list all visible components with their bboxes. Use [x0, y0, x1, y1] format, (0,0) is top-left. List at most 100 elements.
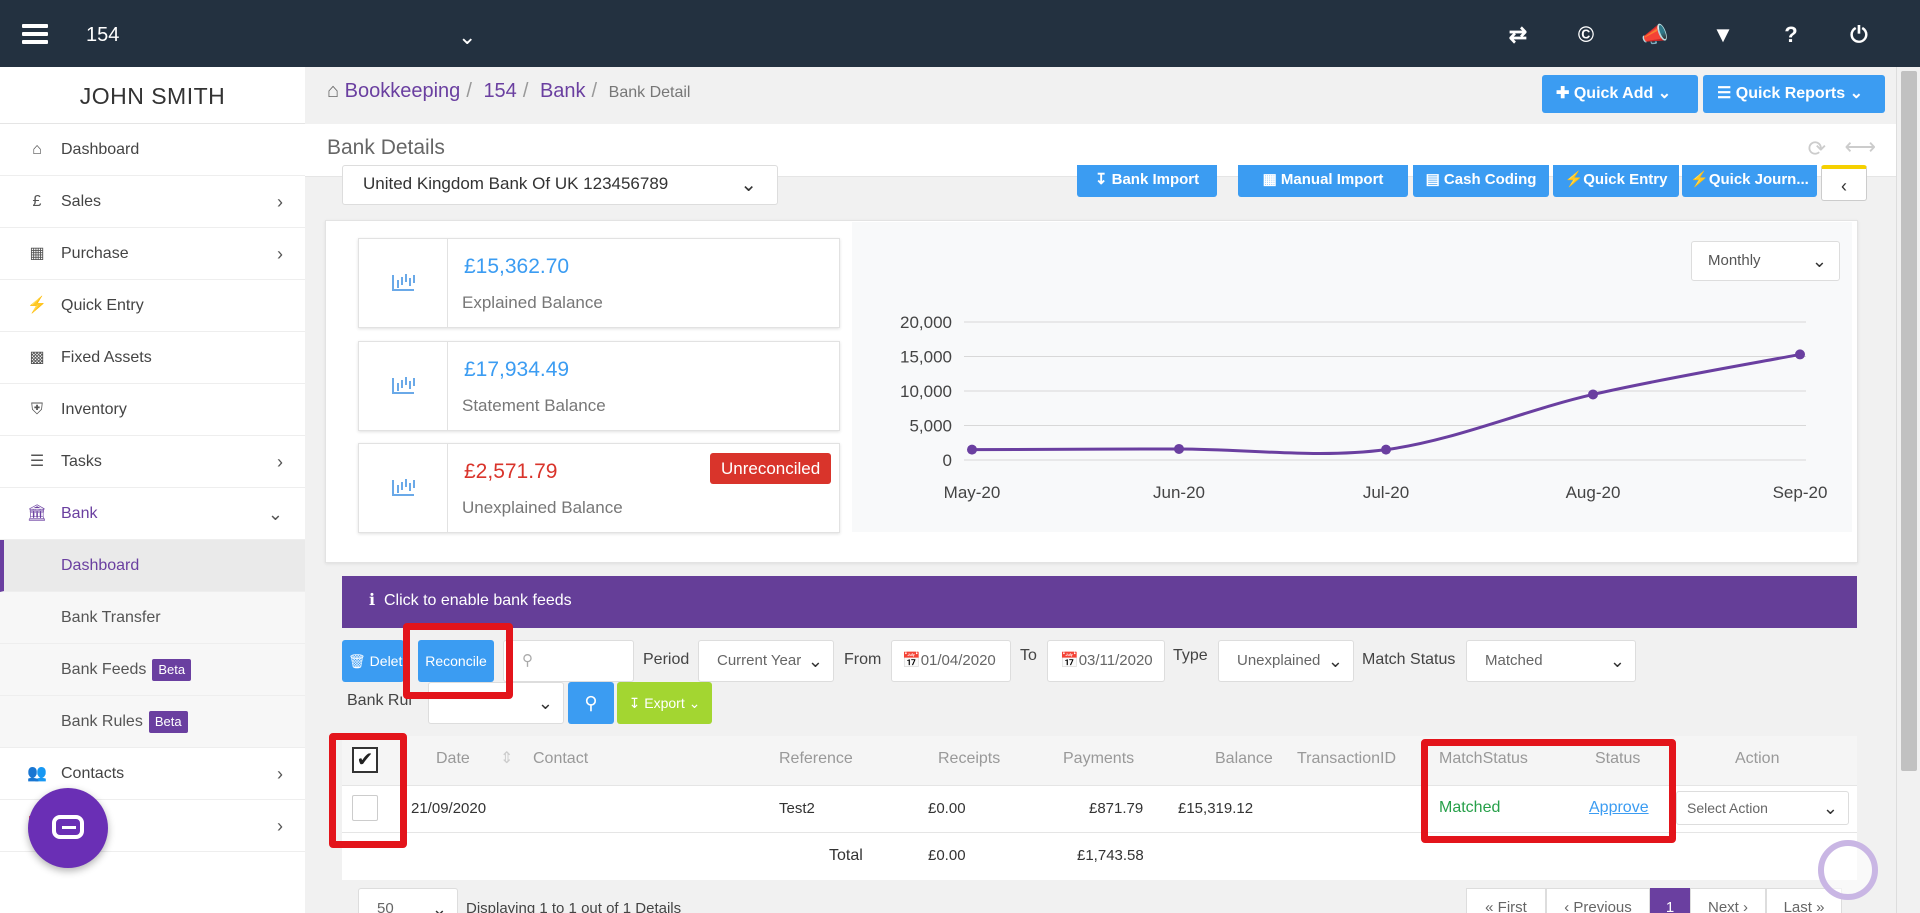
col-date[interactable]: Date	[436, 750, 470, 767]
row-action-select[interactable]: Select Action ⌄	[1676, 791, 1849, 825]
quick-entry-button[interactable]: ⚡Quick Entry	[1553, 165, 1679, 197]
sidebar-item-fixed-assets[interactable]: ▩ Fixed Assets	[0, 332, 305, 384]
sidebar-subitem-bank-feeds[interactable]: Bank Feeds Beta	[0, 644, 305, 696]
sidebar-subitem-bank-rules[interactable]: Bank Rules Beta	[0, 696, 305, 748]
sidebar-item-label: Inventory	[61, 401, 127, 418]
col-action: Action	[1735, 750, 1780, 767]
to-date-input[interactable]: 📅03/11/2020	[1047, 640, 1165, 682]
bank-account-select[interactable]: United Kingdom Bank Of UK 123456789 ⌄	[342, 165, 778, 205]
period-filter-select[interactable]: Current Year ⌄	[698, 640, 834, 682]
data-point[interactable]	[1795, 349, 1805, 360]
power-icon[interactable]: ⏻	[1850, 22, 1868, 47]
col-contact[interactable]: Contact	[533, 750, 589, 767]
match-status-select[interactable]: Matched ⌄	[1466, 640, 1636, 682]
breadcrumb-bank[interactable]: Bank	[539, 80, 586, 102]
sidebar-item-dashboard[interactable]: ⌂ Dashboard	[0, 124, 305, 176]
bank-rule-select[interactable]: ⌄	[428, 682, 564, 724]
quick-add-label: Quick Add	[1573, 85, 1654, 102]
manual-import-label: Manual Import	[1280, 171, 1384, 188]
col-transaction-id[interactable]: TransactionID	[1297, 750, 1396, 767]
export-button[interactable]: ↧ Export ⌄	[617, 682, 712, 724]
select-all-checkbox[interactable]: ✔	[352, 747, 378, 773]
chevron-down-icon[interactable]: ⌄	[458, 24, 477, 49]
breadcrumb-company[interactable]: 154	[483, 80, 517, 102]
col-receipts[interactable]: Receipts	[938, 750, 1001, 767]
y-tick-label: 0	[943, 451, 952, 470]
breadcrumb-bookkeeping[interactable]: Bookkeeping	[344, 80, 461, 102]
chat-icon	[52, 815, 84, 839]
type-select[interactable]: Unexplained ⌄	[1218, 640, 1354, 682]
reconcile-button[interactable]: Reconcile	[418, 640, 494, 682]
page-size-select[interactable]: 50 ⌄	[358, 888, 458, 913]
transfer-icon[interactable]: ⇄	[1508, 22, 1528, 47]
quick-reports-button[interactable]: ☰ Quick Reports ⌄	[1703, 75, 1885, 113]
sidebar-item-bank[interactable]: 🏛 Bank ⌄	[0, 488, 305, 540]
data-point[interactable]	[1588, 389, 1598, 400]
col-balance[interactable]: Balance	[1215, 750, 1273, 767]
sidebar-item-sales[interactable]: £ Sales ›	[0, 176, 305, 228]
pager-page-1[interactable]: 1	[1650, 888, 1690, 913]
from-label: From	[844, 651, 882, 668]
cell-reference: Test2	[779, 800, 815, 817]
col-reference[interactable]: Reference	[779, 750, 853, 767]
unreconciled-badge[interactable]: Unreconciled	[710, 453, 832, 484]
highlight-status	[1421, 739, 1676, 843]
sidebar-item-inventory[interactable]: ⛨ Inventory	[0, 384, 305, 436]
statement-balance-label: Statement Balance	[462, 396, 606, 415]
sidebar-item-label: Bank	[61, 505, 98, 522]
sidebar-subitem-bank-transfer[interactable]: Bank Transfer	[0, 592, 305, 644]
quick-add-button[interactable]: ✚ Quick Add ⌄	[1542, 75, 1698, 113]
search-button[interactable]: ⚲	[568, 682, 614, 724]
ticket-icon[interactable]: ▼	[1712, 22, 1734, 47]
copyright-icon[interactable]: ©	[1577, 22, 1595, 47]
scrollbar[interactable]	[1896, 67, 1920, 913]
quick-journal-button[interactable]: ⚡Quick Journ...	[1682, 165, 1817, 197]
help-icon[interactable]: ?	[1784, 22, 1798, 47]
period-select[interactable]: Monthly ⌄	[1691, 241, 1840, 281]
back-button[interactable]: ‹	[1821, 165, 1867, 201]
data-point[interactable]	[1174, 443, 1184, 454]
chat-button[interactable]	[28, 788, 108, 868]
col-match-status[interactable]: MatchStatus	[1439, 750, 1528, 767]
company-selector[interactable]: 154	[86, 24, 120, 46]
refresh-icon[interactable]: ⟳	[1807, 136, 1826, 161]
bank-import-button[interactable]: ↧ Bank Import	[1077, 165, 1217, 197]
qrcode-icon: ▦	[29, 245, 45, 262]
chevron-right-icon: ›	[277, 764, 283, 784]
sidebar-item-quick-entry[interactable]: ⚡ Quick Entry	[0, 280, 305, 332]
y-tick-label: 20,000	[900, 313, 952, 332]
manual-import-button[interactable]: ▦ Manual Import	[1238, 165, 1408, 197]
delete-button[interactable]: 🗑 Delet	[342, 640, 404, 682]
from-date-input[interactable]: 📅01/04/2020	[891, 640, 1011, 682]
sidebar-item-tasks[interactable]: ☰ Tasks ›	[0, 436, 305, 488]
explained-balance-amount: £15,362.70	[464, 255, 570, 278]
pager-next[interactable]: Next ›	[1690, 888, 1766, 913]
series-line	[971, 352, 1801, 456]
col-status[interactable]: Status	[1595, 750, 1641, 767]
col-payments[interactable]: Payments	[1063, 750, 1135, 767]
bank-feeds-banner[interactable]: ℹ Click to enable bank feeds	[342, 576, 1857, 628]
hamburger-icon[interactable]	[22, 24, 48, 44]
approve-link[interactable]: Approve	[1589, 799, 1649, 816]
truck-icon: ⛨	[30, 401, 43, 418]
search-input[interactable]: ⚲	[503, 640, 634, 682]
expand-icon[interactable]: ⟷	[1844, 134, 1876, 159]
sidebar-subitem-dashboard[interactable]: Dashboard	[0, 540, 305, 592]
data-point[interactable]	[967, 444, 977, 455]
row-checkbox[interactable]	[352, 795, 378, 821]
info-icon: ℹ	[369, 592, 376, 609]
sidebar-item-purchase[interactable]: ▦ Purchase ›	[0, 228, 305, 280]
sidebar-item-contacts[interactable]: 👥 Contacts ›	[0, 748, 305, 800]
pager-first[interactable]: « First	[1466, 888, 1546, 913]
chevron-down-icon: ⌄	[537, 693, 553, 713]
match-status-label: Match Status	[1362, 651, 1456, 668]
data-point[interactable]	[1381, 444, 1391, 455]
megaphone-icon[interactable]: 📣	[1641, 22, 1669, 47]
sidebar-item-label: Fixed Assets	[61, 349, 152, 366]
pager-previous[interactable]: ‹ Previous	[1546, 888, 1650, 913]
sort-icon[interactable]: ⇕	[500, 750, 514, 767]
explained-balance-card: £15,362.70 Explained Balance	[358, 238, 840, 328]
cash-coding-button[interactable]: ▤ Cash Coding	[1413, 165, 1549, 197]
home-icon[interactable]: ⌂	[327, 80, 340, 102]
statement-balance-card: £17,934.49 Statement Balance	[358, 341, 840, 431]
